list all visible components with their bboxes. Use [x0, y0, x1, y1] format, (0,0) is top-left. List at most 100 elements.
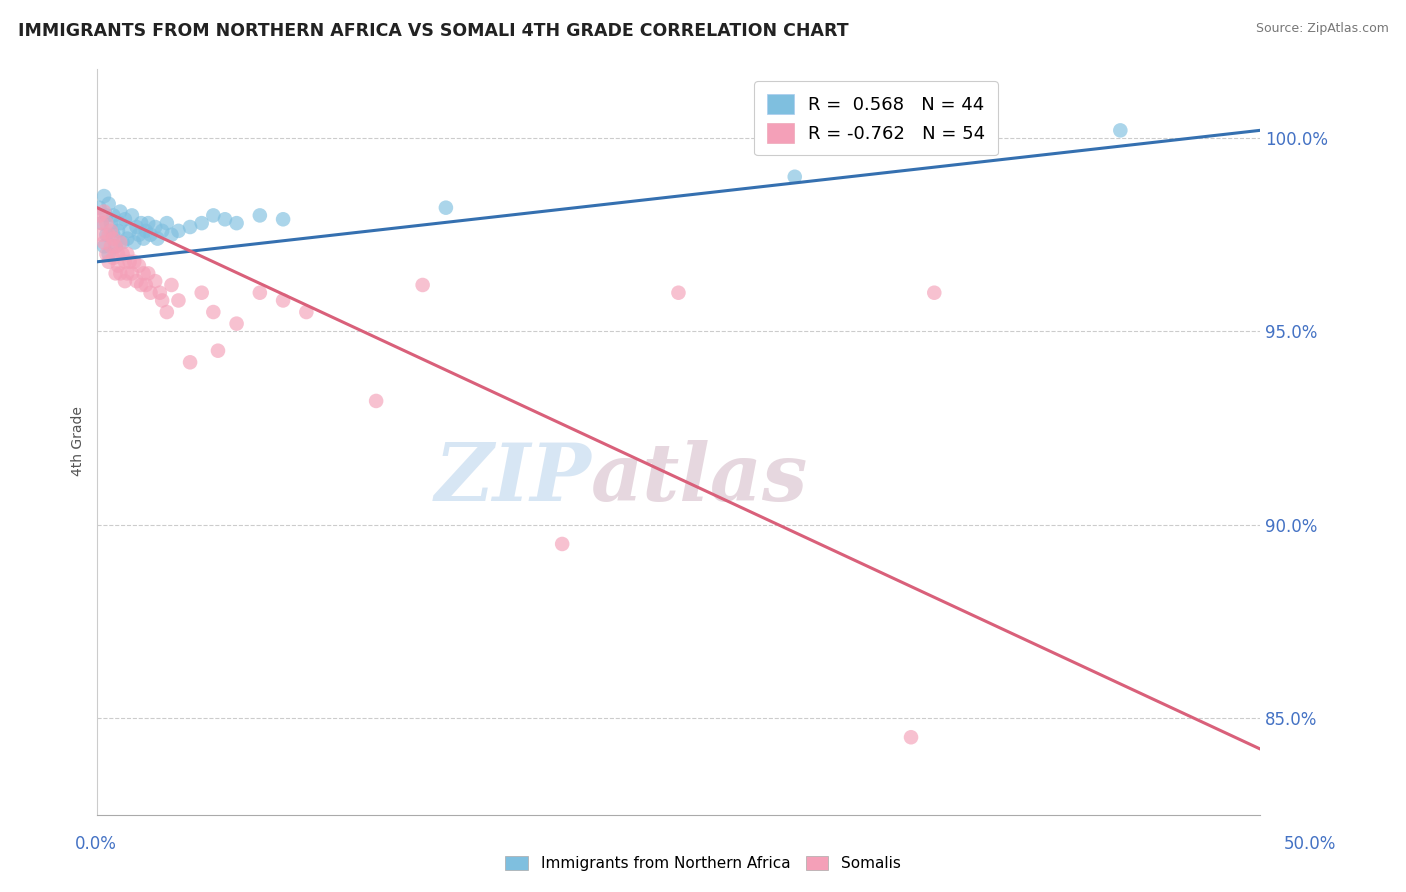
Point: [93, 189, 115, 203]
Point: [117, 247, 139, 261]
Point: [122, 254, 145, 268]
Point: [1109, 123, 1132, 137]
Point: [139, 227, 162, 242]
Text: 0.0%: 0.0%: [75, 835, 117, 853]
Point: [118, 254, 141, 268]
Point: [89, 201, 111, 215]
Point: [136, 216, 159, 230]
Point: [93, 239, 115, 253]
Point: [129, 277, 152, 292]
Point: [900, 731, 922, 745]
Point: [202, 305, 225, 319]
Point: [412, 277, 434, 292]
Point: [202, 208, 225, 222]
Point: [110, 266, 132, 280]
Point: [156, 216, 179, 230]
Point: [160, 227, 183, 242]
Point: [207, 343, 229, 358]
Point: [167, 224, 190, 238]
Point: [122, 235, 145, 250]
Point: [104, 239, 127, 253]
Point: [129, 216, 152, 230]
Point: [150, 293, 173, 308]
Point: [104, 266, 127, 280]
Point: [110, 216, 132, 230]
Point: [271, 293, 294, 308]
Point: [107, 247, 129, 261]
Text: 50.0%: 50.0%: [1284, 835, 1337, 853]
Point: [117, 266, 139, 280]
Point: [551, 537, 574, 551]
Point: [114, 254, 136, 268]
Point: [249, 285, 271, 300]
Point: [160, 277, 183, 292]
Point: [97, 196, 120, 211]
Point: [214, 212, 236, 227]
Point: [150, 224, 173, 238]
Legend: Immigrants from Northern Africa, Somalis: Immigrants from Northern Africa, Somalis: [499, 850, 907, 877]
Point: [190, 216, 212, 230]
Point: [103, 251, 125, 265]
Point: [96, 216, 118, 230]
Point: [89, 208, 111, 222]
Point: [111, 247, 134, 261]
Point: [295, 305, 318, 319]
Point: [90, 216, 112, 230]
Point: [110, 235, 132, 250]
Point: [128, 227, 150, 242]
Point: [167, 293, 190, 308]
Point: [121, 266, 143, 280]
Point: [96, 208, 118, 222]
Point: [93, 235, 115, 250]
Point: [100, 224, 122, 238]
Point: [156, 305, 179, 319]
Text: Source: ZipAtlas.com: Source: ZipAtlas.com: [1256, 22, 1389, 36]
Point: [125, 274, 148, 288]
Point: [179, 355, 201, 369]
Point: [97, 247, 120, 261]
Point: [143, 274, 166, 288]
Point: [100, 239, 122, 253]
Point: [114, 274, 136, 288]
Point: [132, 231, 155, 245]
Point: [121, 208, 143, 222]
Legend: R =  0.568   N = 44, R = -0.762   N = 54: R = 0.568 N = 44, R = -0.762 N = 54: [754, 81, 998, 155]
Point: [96, 227, 118, 242]
Point: [104, 239, 127, 253]
Point: [93, 204, 115, 219]
Point: [118, 224, 141, 238]
Point: [179, 219, 201, 234]
Point: [149, 285, 172, 300]
Point: [434, 201, 457, 215]
Point: [136, 266, 159, 280]
Point: [107, 224, 129, 238]
Point: [97, 227, 120, 242]
Point: [117, 231, 139, 245]
Point: [114, 212, 136, 227]
Point: [103, 231, 125, 245]
Point: [922, 285, 945, 300]
Point: [90, 227, 112, 242]
Point: [103, 227, 125, 242]
Point: [128, 259, 150, 273]
Point: [100, 216, 122, 230]
Point: [366, 393, 388, 408]
Point: [225, 317, 247, 331]
Point: [103, 208, 125, 222]
Point: [111, 235, 134, 250]
Point: [90, 216, 112, 230]
Point: [97, 254, 120, 268]
Text: atlas: atlas: [592, 440, 808, 517]
Point: [96, 247, 118, 261]
Point: [271, 212, 294, 227]
Point: [225, 216, 247, 230]
Point: [146, 231, 169, 245]
Point: [135, 277, 157, 292]
Text: IMMIGRANTS FROM NORTHERN AFRICA VS SOMALI 4TH GRADE CORRELATION CHART: IMMIGRANTS FROM NORTHERN AFRICA VS SOMAL…: [18, 22, 849, 40]
Point: [125, 219, 148, 234]
Point: [107, 259, 129, 273]
Point: [139, 285, 162, 300]
Point: [143, 219, 166, 234]
Point: [110, 204, 132, 219]
Point: [132, 266, 155, 280]
